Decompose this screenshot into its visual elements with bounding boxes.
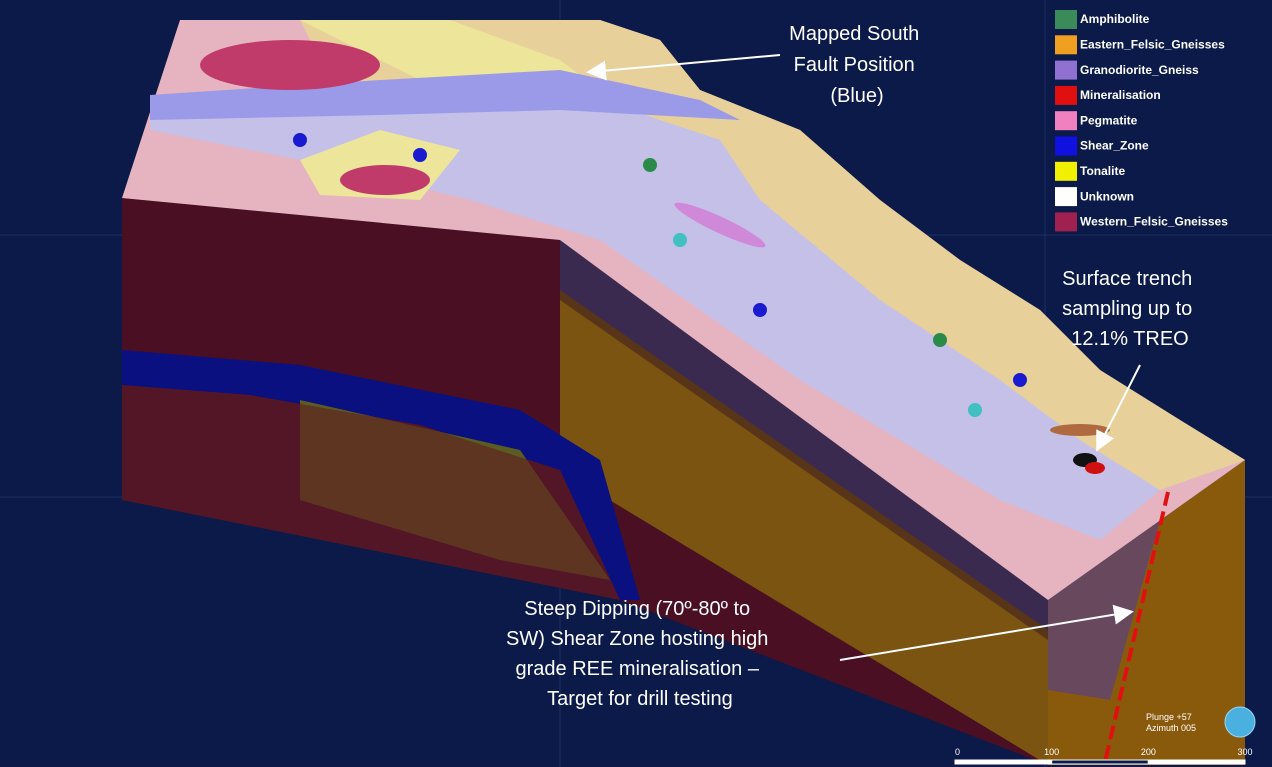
annotations: Mapped South Fault Position (Blue) Surfa… <box>506 23 1198 710</box>
legend-swatch <box>1055 60 1077 80</box>
legend-label: Pegmatite <box>1080 113 1138 127</box>
scale-segment <box>954 759 1053 765</box>
annotation: Mapped South Fault Position (Blue) <box>789 23 925 107</box>
scale-segment <box>1147 759 1246 765</box>
arrow <box>839 604 1134 661</box>
annotation-line: Mapped South <box>789 23 919 45</box>
legend-label: Granodiorite_Gneiss <box>1080 63 1199 77</box>
legend-swatch <box>1055 111 1077 131</box>
annotation-line: Fault Position <box>794 54 915 76</box>
annotation-line: sampling up to <box>1062 298 1192 320</box>
legend-label: Amphibolite <box>1080 12 1150 26</box>
scale-label: 0 <box>955 747 960 757</box>
annotation-line: 12.1% TREO <box>1071 328 1188 350</box>
annotation-line: Surface trench <box>1062 268 1192 290</box>
arrow <box>586 54 781 81</box>
azimuth-label: Azimuth 005 <box>1146 723 1196 733</box>
block-model <box>122 20 1245 765</box>
annotation-line: grade REE mineralisation – <box>515 658 759 680</box>
annotation-line: (Blue) <box>830 85 883 107</box>
view-info: Plunge +57 Azimuth 005 <box>1146 706 1256 738</box>
orientation-globe <box>1224 706 1256 738</box>
legend-swatch <box>1055 212 1077 232</box>
arrow <box>1096 364 1141 452</box>
legend-swatch <box>1055 85 1077 105</box>
scale-label: 100 <box>1044 747 1059 757</box>
legend-swatch <box>1055 10 1077 29</box>
legend: Amphibolite Eastern_Felsic_Gneisses Granod… <box>1055 10 1228 232</box>
scale-label: 300 <box>1237 747 1252 757</box>
legend-label: Western_Felsic_Gneisses <box>1080 215 1228 229</box>
scale-label: 200 <box>1141 747 1156 757</box>
scale-bar: 0 100 200 300 <box>954 747 1253 765</box>
annotation: Steep Dipping (70º-80º to SW) Shear Zone… <box>506 598 774 710</box>
legend-swatch <box>1055 35 1077 55</box>
legend-label: Shear_Zone <box>1080 139 1149 153</box>
legend-label: Eastern_Felsic_Gneisses <box>1080 37 1225 51</box>
annotation-line: Target for drill testing <box>547 688 733 710</box>
legend-swatch <box>1055 187 1077 207</box>
annotation-line: SW) Shear Zone hosting high <box>506 628 768 650</box>
legend-label: Unknown <box>1080 189 1134 203</box>
shear-trace <box>1103 491 1170 763</box>
plunge-label: Plunge +57 <box>1146 712 1192 722</box>
legend-label: Mineralisation <box>1080 88 1161 102</box>
annotation-line: Steep Dipping (70º-80º to <box>524 598 750 620</box>
legend-label: Tonalite <box>1080 164 1125 178</box>
scale-segment <box>1051 759 1149 765</box>
annotation: Surface trench sampling up to 12.1% TREO <box>1062 268 1198 350</box>
legend-swatch <box>1055 136 1077 156</box>
legend-swatch <box>1055 161 1077 181</box>
